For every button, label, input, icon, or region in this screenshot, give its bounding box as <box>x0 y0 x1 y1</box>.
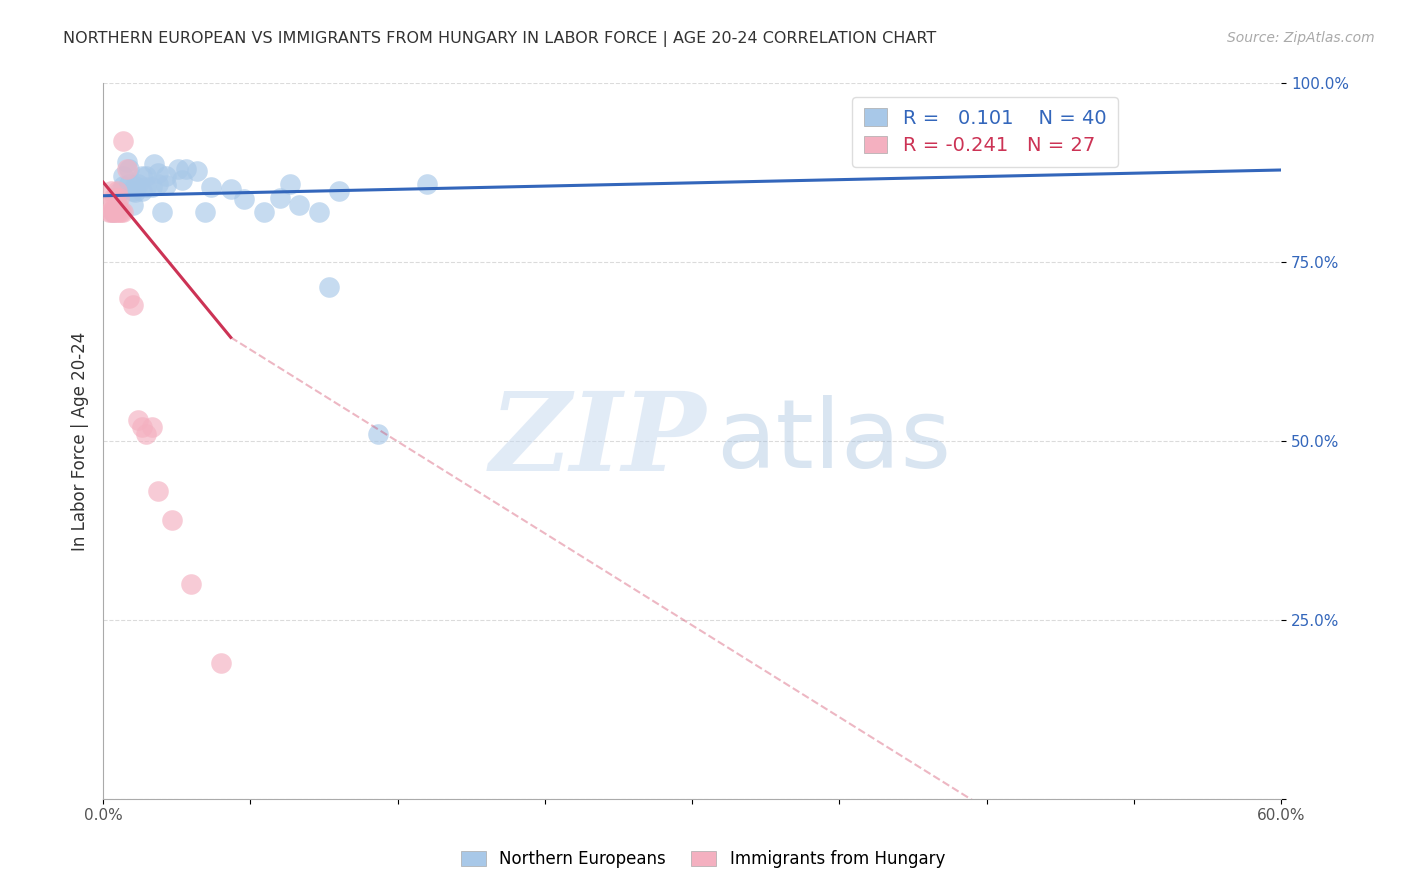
Point <box>110 205 132 219</box>
Point <box>131 169 153 184</box>
Point <box>209 656 232 670</box>
Point <box>118 162 141 177</box>
Point <box>194 205 217 219</box>
Point <box>101 205 124 219</box>
Legend: Northern Europeans, Immigrants from Hungary: Northern Europeans, Immigrants from Hung… <box>454 844 952 875</box>
Point <box>108 205 131 219</box>
Point <box>135 169 157 184</box>
Point <box>124 179 146 194</box>
Point <box>118 291 141 305</box>
Point <box>105 205 128 219</box>
Text: atlas: atlas <box>716 394 950 488</box>
Point <box>186 163 208 178</box>
Point <box>253 205 276 219</box>
Point <box>131 419 153 434</box>
Point <box>278 177 301 191</box>
Point <box>308 205 330 219</box>
Point <box>111 169 134 184</box>
Point <box>127 177 149 191</box>
Text: ZIP: ZIP <box>489 387 706 495</box>
Point <box>111 134 134 148</box>
Point <box>233 192 256 206</box>
Point <box>150 205 173 219</box>
Text: NORTHERN EUROPEAN VS IMMIGRANTS FROM HUNGARY IN LABOR FORCE | AGE 20-24 CORRELAT: NORTHERN EUROPEAN VS IMMIGRANTS FROM HUN… <box>63 31 936 47</box>
Point <box>100 205 122 219</box>
Point <box>101 191 124 205</box>
Point <box>100 198 122 212</box>
Point <box>170 173 193 187</box>
Point <box>115 155 138 169</box>
Point <box>111 179 134 194</box>
Point <box>121 298 143 312</box>
Point <box>141 180 163 194</box>
Point <box>318 280 340 294</box>
Point <box>146 166 169 180</box>
Point <box>105 196 128 211</box>
Point <box>269 191 291 205</box>
Point <box>100 184 122 198</box>
Point <box>200 180 222 194</box>
Point <box>131 184 153 198</box>
Point <box>166 162 188 177</box>
Legend: R =   0.101    N = 40, R = -0.241   N = 27: R = 0.101 N = 40, R = -0.241 N = 27 <box>852 96 1118 167</box>
Point <box>143 156 166 170</box>
Point <box>367 426 389 441</box>
Point <box>288 198 311 212</box>
Point <box>118 177 141 191</box>
Point <box>108 185 131 199</box>
Point <box>160 513 183 527</box>
Point <box>155 169 177 184</box>
Point <box>111 205 134 219</box>
Point <box>155 178 177 192</box>
Point <box>135 180 157 194</box>
Point <box>98 205 121 219</box>
Point <box>104 205 127 219</box>
Y-axis label: In Labor Force | Age 20-24: In Labor Force | Age 20-24 <box>72 332 89 550</box>
Point <box>135 426 157 441</box>
Text: Source: ZipAtlas.com: Source: ZipAtlas.com <box>1227 31 1375 45</box>
Point <box>101 205 124 219</box>
Point <box>180 577 202 591</box>
Point <box>108 191 131 205</box>
Point <box>124 185 146 199</box>
Point <box>141 419 163 434</box>
Point <box>146 484 169 499</box>
Point <box>127 412 149 426</box>
Point <box>328 184 350 198</box>
Point <box>219 182 242 196</box>
Point <box>105 184 128 198</box>
Point <box>174 162 197 177</box>
Point <box>121 184 143 198</box>
Point <box>104 191 127 205</box>
Point <box>121 198 143 212</box>
Point <box>416 177 439 191</box>
Point <box>115 162 138 177</box>
Point <box>146 177 169 191</box>
